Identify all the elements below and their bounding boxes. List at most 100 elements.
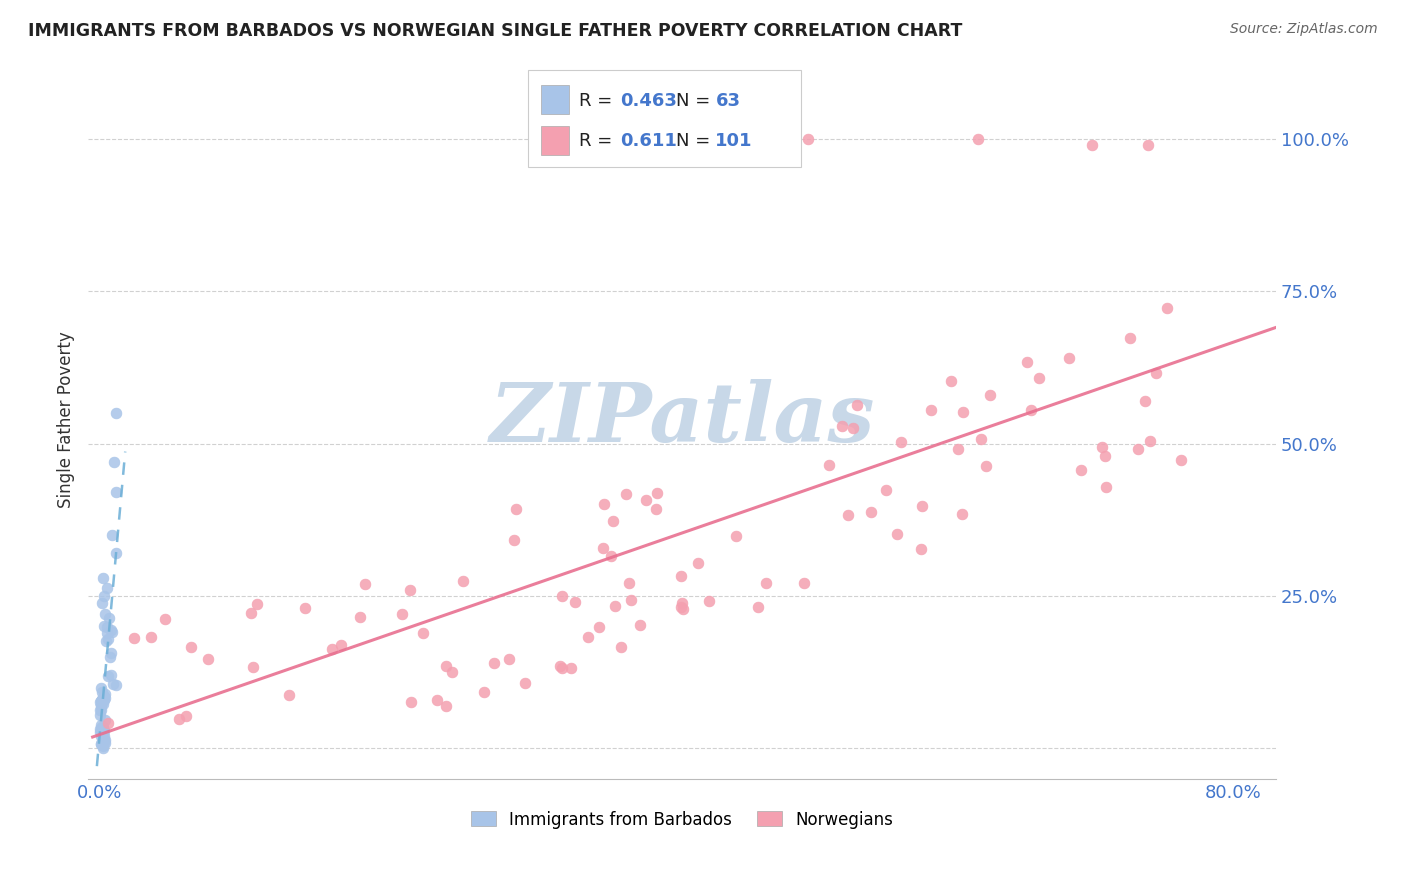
Point [94,633,117,648]
Point [974,459,997,474]
Point [91,739,114,753]
FancyBboxPatch shape [541,127,569,155]
Point [550,659,572,673]
Point [96,581,118,595]
Point [697,593,720,607]
Point [167,712,190,726]
Point [1070,463,1092,477]
Point [890,435,912,450]
Point [472,685,495,699]
Point [672,602,695,616]
Text: Source: ZipAtlas.com: Source: ZipAtlas.com [1230,22,1378,37]
Point [793,575,815,590]
Point [90,698,112,712]
Text: 63: 63 [716,92,741,110]
Point [669,569,692,583]
Point [174,708,197,723]
Point [93,692,115,706]
Point [91,691,114,706]
Point [498,651,520,665]
Point [90,737,112,751]
Point [741,132,763,146]
Point [101,677,124,691]
Point [96,626,118,640]
Point [93,690,115,705]
Point [97,610,120,624]
Text: IMMIGRANTS FROM BARBADOS VS NORWEGIAN SINGLE FATHER POVERTY CORRELATION CHART: IMMIGRANTS FROM BARBADOS VS NORWEGIAN SI… [28,22,963,40]
Point [979,388,1001,402]
Point [90,703,112,717]
Point [91,741,114,756]
Point [94,607,117,622]
Point [100,668,122,682]
Point [93,730,115,744]
Point [105,406,128,420]
Legend: Immigrants from Barbados, Norwegians: Immigrants from Barbados, Norwegians [464,804,900,835]
Point [122,632,145,646]
Point [91,738,114,752]
Point [797,132,820,146]
Point [1133,393,1156,408]
Point [434,658,457,673]
Point [1139,434,1161,448]
Point [920,403,942,417]
Point [294,600,316,615]
Point [1017,355,1039,369]
Text: R =: R = [579,92,617,110]
Point [551,661,574,675]
FancyBboxPatch shape [527,70,801,168]
Point [939,374,962,388]
Point [91,571,114,585]
Point [349,610,371,624]
Point [588,620,610,634]
Point [94,713,117,727]
Text: R =: R = [579,131,624,150]
Point [845,398,868,412]
Point [502,533,524,548]
Y-axis label: Single Father Poverty: Single Father Poverty [58,331,75,508]
Point [94,732,117,747]
Point [1094,449,1116,463]
Point [440,665,463,679]
Point [89,723,111,737]
Point [277,688,299,702]
Point [619,576,641,591]
Point [644,502,666,516]
Point [90,697,112,711]
Point [609,640,631,655]
Point [239,607,262,621]
Point [605,599,627,613]
Point [246,597,269,611]
Point [391,607,413,622]
Point [1118,331,1140,345]
Point [103,455,125,469]
Point [330,638,353,652]
Point [97,668,120,682]
Point [1028,370,1050,384]
Point [321,642,343,657]
Point [451,574,474,589]
Point [505,502,527,516]
Point [1091,440,1114,454]
Text: 0.611: 0.611 [620,131,678,150]
Point [180,640,202,654]
Point [1128,442,1150,456]
Point [93,619,115,633]
Point [645,486,668,500]
Point [412,625,434,640]
Point [98,650,121,665]
Point [100,646,122,660]
Point [755,576,778,591]
Point [671,596,693,610]
Point [875,483,897,497]
Point [91,697,114,711]
Point [1094,480,1116,494]
Point [593,497,616,511]
Point [950,508,973,522]
Point [90,685,112,699]
Point [620,593,643,607]
Point [399,695,422,709]
Point [89,702,111,716]
Text: N =: N = [676,131,716,150]
Point [1170,453,1192,467]
